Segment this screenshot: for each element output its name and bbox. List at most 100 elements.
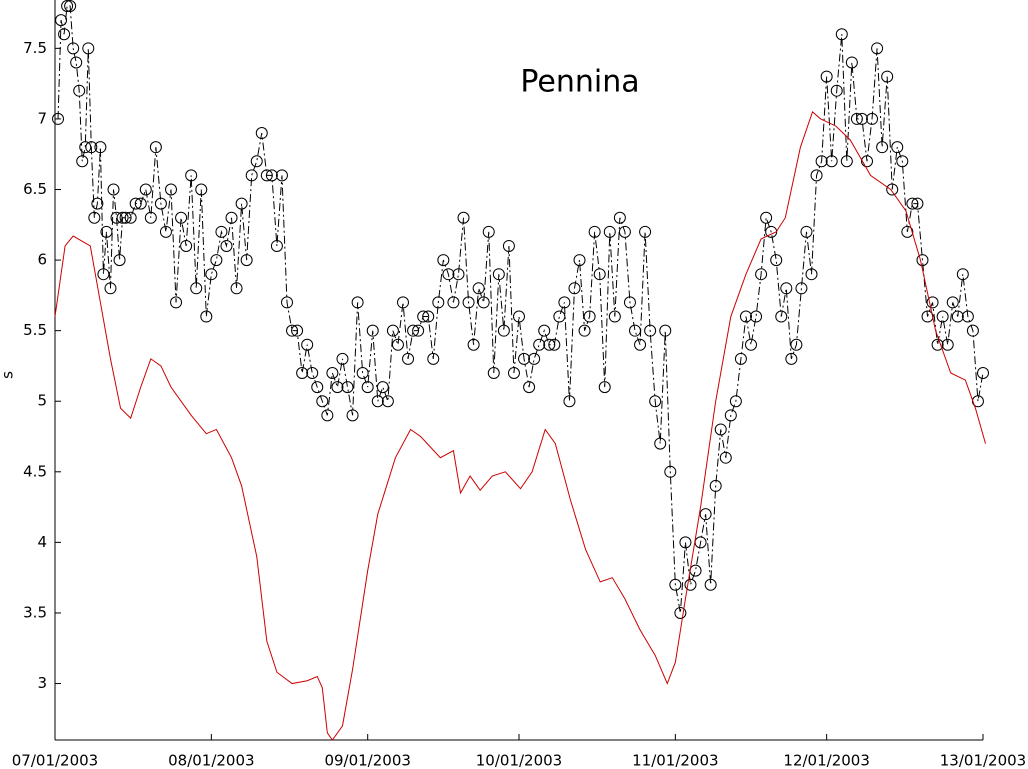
marker <box>94 141 107 154</box>
marker <box>719 451 732 464</box>
marker <box>603 225 616 238</box>
marker <box>629 324 641 337</box>
marker <box>961 310 974 323</box>
marker <box>452 268 465 281</box>
marker <box>230 282 243 295</box>
marker <box>144 211 157 224</box>
marker <box>578 324 591 337</box>
marker <box>785 352 798 365</box>
marker <box>714 423 727 436</box>
marker <box>381 395 394 408</box>
marker <box>215 225 228 238</box>
marker <box>608 310 621 323</box>
marker <box>149 141 162 154</box>
marker <box>760 211 773 224</box>
marker <box>326 367 339 379</box>
marker <box>815 155 828 168</box>
marker <box>548 338 561 351</box>
marker <box>457 211 470 224</box>
marker <box>795 282 808 295</box>
marker <box>745 338 757 351</box>
marker <box>351 296 364 309</box>
marker <box>639 225 652 238</box>
marker <box>447 296 460 309</box>
marker <box>210 254 223 267</box>
marker <box>951 310 964 323</box>
marker <box>88 211 101 224</box>
marker <box>61 0 74 12</box>
marker <box>107 183 120 196</box>
marker <box>734 352 747 365</box>
marker <box>830 84 843 97</box>
y-tick-label: 4 <box>37 533 47 551</box>
marker <box>558 296 571 309</box>
marker <box>568 282 581 295</box>
marker <box>684 578 697 591</box>
marker <box>669 578 682 591</box>
marker <box>67 42 80 55</box>
marker <box>220 239 233 252</box>
marker <box>52 112 65 125</box>
marker <box>391 338 404 351</box>
marker <box>724 409 737 422</box>
marker <box>356 367 369 379</box>
y-tick-label: 7 <box>37 109 47 127</box>
marker <box>659 324 672 337</box>
marker <box>361 381 374 394</box>
marker <box>119 211 132 224</box>
marker <box>113 254 126 267</box>
marker <box>911 197 924 210</box>
marker <box>850 112 863 125</box>
marker <box>876 141 889 154</box>
marker <box>205 268 218 281</box>
marker <box>200 310 213 323</box>
marker <box>674 606 687 619</box>
marker <box>250 155 263 168</box>
marker <box>265 169 278 182</box>
marker <box>73 84 86 97</box>
marker <box>412 324 425 337</box>
marker <box>82 42 95 55</box>
marker <box>170 296 183 309</box>
marker <box>64 0 77 12</box>
marker <box>129 197 142 210</box>
x-tick-label: 08/01/2003 <box>168 752 254 769</box>
marker <box>376 381 389 394</box>
marker <box>487 367 500 379</box>
marker <box>492 268 505 281</box>
marker <box>861 155 873 168</box>
marker <box>518 352 531 365</box>
y-tick-label: 5 <box>37 392 47 410</box>
y-tick-label: 4.5 <box>23 462 47 480</box>
marker <box>770 254 783 267</box>
marker <box>618 225 631 238</box>
marker <box>513 310 525 323</box>
marker <box>180 239 193 252</box>
marker <box>58 28 71 41</box>
marker <box>159 225 172 238</box>
marker <box>76 155 89 168</box>
marker <box>331 381 344 394</box>
marker <box>654 437 667 450</box>
marker <box>316 395 329 408</box>
marker <box>855 112 868 125</box>
marker <box>100 225 113 238</box>
marker <box>91 197 104 210</box>
marker <box>346 409 359 422</box>
marker <box>255 127 268 140</box>
marker <box>467 338 480 351</box>
marker <box>402 352 415 365</box>
marker <box>916 254 929 267</box>
marker <box>225 211 238 224</box>
marker <box>664 465 677 478</box>
marker <box>301 338 314 351</box>
marker <box>644 324 657 337</box>
marker <box>901 225 914 238</box>
marker <box>366 324 379 337</box>
marker <box>583 310 596 323</box>
marker <box>407 324 420 337</box>
series-line <box>54 110 987 741</box>
marker <box>800 225 813 238</box>
x-tick-label: 11/01/2003 <box>632 752 718 769</box>
marker <box>543 338 556 351</box>
